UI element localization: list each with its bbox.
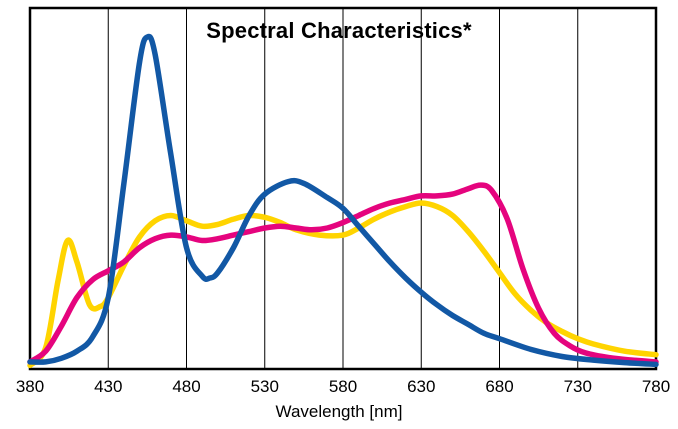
- x-axis-label: Wavelength [nm]: [275, 402, 403, 421]
- series-yellow-channel: [27, 200, 659, 369]
- series-blue-channel: [27, 33, 659, 368]
- chart-title: Spectral Characteristics*: [206, 18, 472, 43]
- series-magenta-channel: [27, 182, 659, 365]
- plot-border: [28, 6, 658, 371]
